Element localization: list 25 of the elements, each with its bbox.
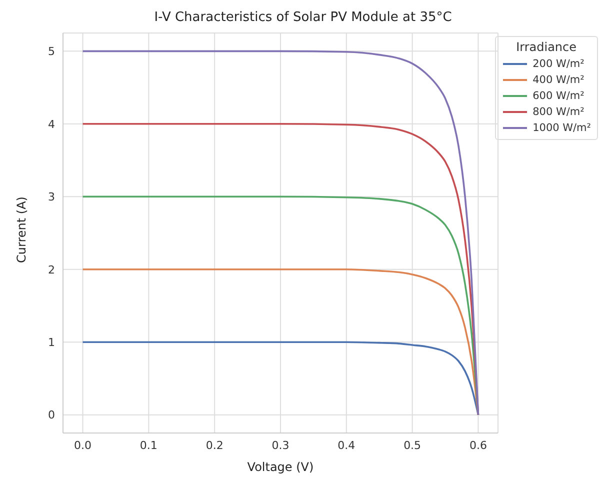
x-tick-label: 0.4 bbox=[338, 438, 356, 452]
y-tick-label: 0 bbox=[48, 408, 55, 422]
x-tick-label: 0.3 bbox=[272, 438, 290, 452]
x-tick-label: 0.2 bbox=[206, 438, 224, 452]
legend-label: 600 W/m² bbox=[532, 90, 584, 102]
legend-label: 800 W/m² bbox=[532, 106, 584, 118]
x-tick-label: 0.0 bbox=[74, 438, 92, 452]
x-axis-title: Voltage (V) bbox=[247, 460, 314, 474]
x-tick-label: 0.5 bbox=[404, 438, 422, 452]
y-tick-label: 4 bbox=[48, 118, 55, 131]
x-tick-label: 0.1 bbox=[140, 438, 158, 452]
y-tick-label: 1 bbox=[48, 336, 55, 349]
legend-label: 1000 W/m² bbox=[532, 122, 591, 134]
line-series bbox=[82, 50, 480, 416]
legend-title: Irradiance bbox=[515, 40, 578, 54]
y-axis-title: Current (A) bbox=[14, 196, 28, 263]
line-series bbox=[82, 196, 480, 416]
line-series bbox=[82, 268, 480, 416]
y-tick-label: 3 bbox=[48, 190, 55, 204]
chart-title: I-V Characteristics of Solar PV Module at 35°C bbox=[153, 9, 453, 27]
y-tick-label: 2 bbox=[48, 263, 55, 276]
y-tick-label: 5 bbox=[48, 45, 55, 58]
legend-label: 400 W/m² bbox=[532, 74, 584, 86]
x-tick-label: 0.6 bbox=[469, 438, 487, 452]
legend-label: 200 W/m² bbox=[532, 58, 584, 70]
